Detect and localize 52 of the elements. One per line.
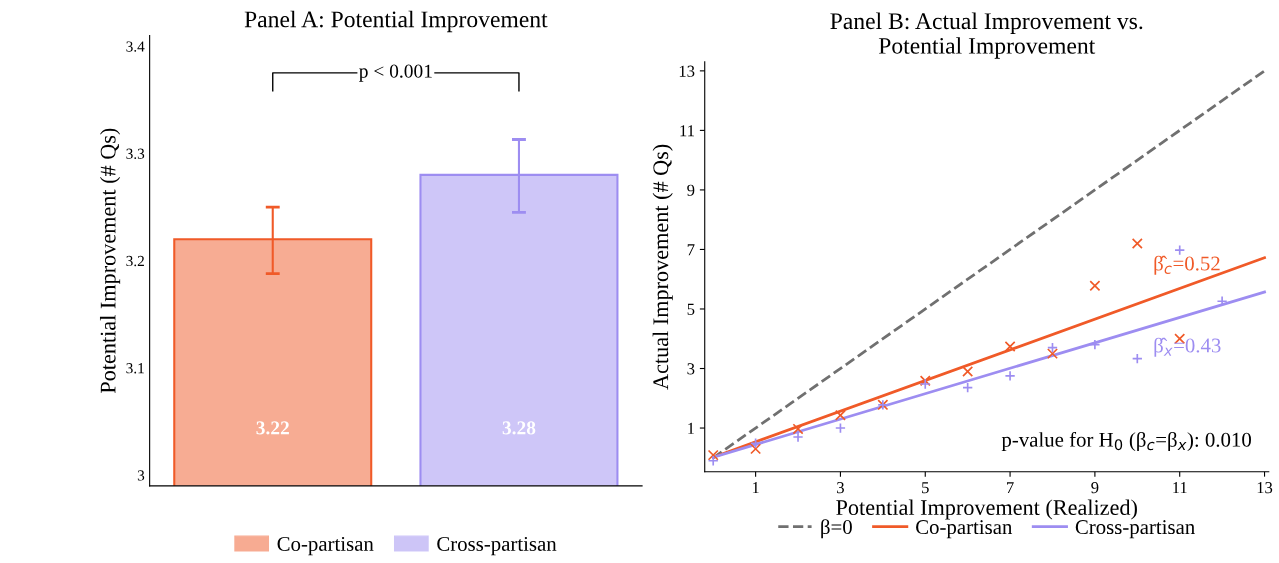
point: [1174, 244, 1186, 256]
y-tick-label: 3: [137, 470, 145, 481]
x-tick-label: 5: [922, 482, 929, 494]
point: [834, 422, 846, 434]
point: [834, 409, 846, 421]
legend-label: Cross-partisan: [437, 536, 557, 556]
annotation: β̂$_{x}$=0.43: [1154, 337, 1221, 357]
point: [1089, 280, 1101, 292]
legend-label: Co-partisan: [916, 520, 1013, 539]
point: [1046, 342, 1058, 354]
y-tick-label: 3.2: [126, 255, 144, 267]
annotation: p-value for H$_{0}$ (β$_{c}$=β$_{x}$): 0.010: [1001, 431, 1251, 452]
y-tick-label: 3: [687, 363, 695, 375]
point: [792, 423, 804, 435]
x-axis-title: Potential Improvement (Realized): [836, 499, 1137, 520]
y-tick-label: 1: [688, 422, 695, 434]
point: [750, 443, 762, 455]
x-tick-label: 9: [1091, 482, 1099, 494]
x-tick-label: 13: [1257, 482, 1273, 494]
y-tick-label: 9: [687, 184, 695, 196]
point: [707, 449, 719, 461]
y-tick-label: 3.4: [126, 41, 145, 52]
y-axis-title: Actual Improvement (# Qs): [652, 144, 673, 390]
y-tick-label: 3.1: [126, 363, 144, 374]
legend-label: Co-partisan: [277, 536, 374, 556]
y-tick-label: 5: [687, 303, 695, 315]
x-tick-label: 1: [752, 482, 759, 494]
annotation: β̂$_{c}$=0.52: [1154, 255, 1220, 275]
y-tick-label: 11: [680, 125, 695, 137]
legend-label: Cross-partisan: [1075, 520, 1195, 539]
point: [1131, 238, 1143, 249]
point: [1004, 370, 1016, 382]
chart-title: Panel B: Actual Improvement vs. Potential Improvement: [830, 12, 1143, 59]
y-tick-label: 3.3: [126, 148, 145, 159]
y-axis-title: Potential Improvement (# Qs): [99, 128, 121, 394]
data-label: 3.28: [502, 421, 536, 435]
legend-label: β=0: [821, 519, 852, 539]
point: [707, 455, 719, 467]
point: [962, 382, 974, 394]
chart-title: Panel A: Potential Improvement: [244, 10, 548, 33]
point: [1131, 353, 1143, 365]
point: [962, 365, 974, 377]
point: [1046, 348, 1058, 360]
x-tick-label: 7: [1007, 482, 1014, 494]
x-tick-label: 11: [1173, 482, 1187, 494]
x-tick-label: 3: [837, 482, 844, 494]
y-tick-label: 7: [687, 244, 695, 256]
point: [1089, 339, 1101, 351]
data-label: 3.22: [256, 421, 289, 435]
annotation: p < 0.001: [359, 64, 432, 82]
point: [1004, 340, 1016, 352]
y-tick-label: 13: [679, 65, 695, 77]
